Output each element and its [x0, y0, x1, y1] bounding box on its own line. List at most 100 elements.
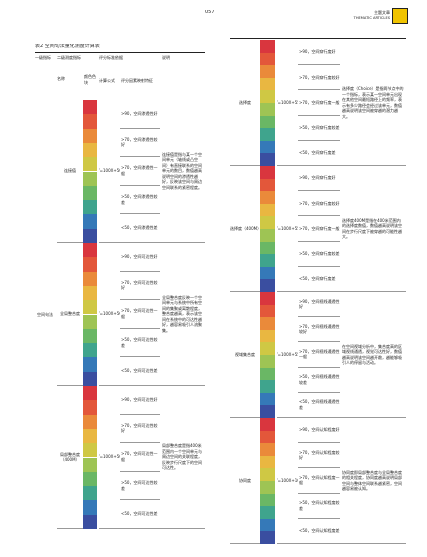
section-en: THEMATIC ARTICLES	[353, 16, 390, 20]
note: 选择度400M是指在400米范围内的选择度数值，数值越高说明该空间在步行尺度下被…	[340, 166, 406, 292]
feature: >70，空间可达性较好	[120, 272, 160, 301]
color-swatch	[83, 157, 97, 172]
color-swatch	[83, 414, 97, 429]
color-swatch	[260, 65, 275, 78]
feature: >70，空间认知程度一般	[298, 468, 340, 494]
row-name: 选择度	[230, 40, 260, 166]
section-cn: 主题文章	[374, 10, 390, 15]
color-swatch	[260, 191, 275, 204]
formula: Y=100X+10	[277, 418, 298, 544]
color-swatch	[260, 279, 275, 292]
header-cell: 二级测度指标	[57, 55, 81, 60]
color-swatch	[83, 185, 97, 201]
color-swatch	[83, 328, 97, 344]
note: 连接值是指与某一个空间单元（轴线或凸空间）有直接联系的空间单元的数目，数值越高说…	[160, 100, 205, 243]
note: 协同度即局部整合度与全局整合度的相关程度，协同度越高说明局部空间与整体空间联系越…	[340, 418, 406, 544]
color-swatch	[260, 304, 275, 318]
color-swatch	[83, 314, 97, 329]
header-cell: 一级指标	[35, 55, 51, 60]
color-swatch	[83, 257, 97, 272]
color-swatch	[260, 166, 275, 179]
row-name: 协同度	[230, 418, 260, 544]
color-swatch	[260, 317, 275, 330]
header-cell: 评分因素映射特征	[121, 78, 153, 83]
color-swatch	[83, 471, 97, 487]
feature: >50，空间穿行度较差	[298, 242, 340, 267]
color-swatch	[260, 115, 275, 129]
formula: Y=100X+56	[99, 243, 120, 386]
color-swatch	[260, 329, 275, 343]
color-swatch	[260, 77, 275, 91]
color-swatch	[260, 468, 275, 481]
color-swatch	[260, 266, 275, 280]
color-swatch	[83, 500, 97, 515]
header-cell: 计算公式	[99, 78, 115, 83]
feature: >70，空间认知程度较好	[298, 443, 340, 469]
feature: >70，空间视线通透性一般	[298, 342, 340, 368]
rule	[35, 52, 205, 53]
feature: >70，空间穿行度较好	[298, 65, 340, 91]
color-swatch	[83, 300, 97, 315]
color-swatch	[260, 355, 275, 368]
feature: >50，空间渗透性较差	[120, 186, 160, 215]
color-swatch	[83, 457, 97, 472]
row-name: 全局整合度	[57, 243, 83, 386]
feature: <50，空间渗透性差	[120, 214, 160, 243]
color-swatch	[260, 455, 275, 469]
color-swatch	[260, 443, 275, 456]
feature: >90，空间视线通透性好	[298, 292, 340, 318]
feature: >70，空间渗透性一般	[120, 157, 160, 186]
feature: >90，空间认知程度好	[298, 418, 340, 444]
color-swatch	[260, 342, 275, 355]
feature: >90，空间穿行度好	[298, 166, 340, 192]
color-swatch	[260, 128, 275, 141]
color-swatch	[83, 371, 97, 386]
feature: >50，空间可达性较差	[120, 329, 160, 358]
color-swatch	[260, 531, 275, 544]
color-swatch	[260, 216, 275, 229]
color-swatch	[260, 493, 275, 507]
note: 选择度（Choice）是指两节点中的一个指标，表示某一空间单元出现在其他空间最短…	[340, 40, 406, 166]
color-swatch	[83, 171, 97, 186]
color-swatch	[260, 103, 275, 116]
row-name: 视域集合度	[230, 292, 260, 418]
feature: <50，空间认知程度差	[298, 519, 340, 544]
feature: >90，空间可达性好	[120, 243, 160, 272]
color-swatch	[260, 481, 275, 494]
feature: >70，空间穿行度一般	[298, 90, 340, 116]
color-swatch	[83, 514, 97, 529]
note: 局部整合度是指400米范围内一个空间单元与周边空间的关联程度，反映步行尺度下的空…	[160, 386, 205, 529]
color-swatch	[260, 153, 275, 166]
color-swatch	[260, 418, 275, 431]
color-swatch	[260, 380, 275, 393]
color-swatch	[260, 254, 275, 267]
color-swatch	[260, 40, 275, 53]
formula: Y=100X+50	[99, 100, 120, 243]
feature: >70，空间穿行度一般	[298, 216, 340, 242]
color-swatch	[83, 443, 97, 458]
color-swatch	[260, 140, 275, 154]
formula: Y=100X+55	[277, 166, 298, 292]
page-number: 057	[205, 10, 215, 15]
color-swatch	[83, 386, 97, 401]
header-cell: 颜色色块	[84, 74, 96, 85]
feature: >90，空间穿行度好	[298, 40, 340, 66]
color-swatch	[260, 367, 275, 381]
feature: <50，空间可达性差	[120, 357, 160, 386]
note: 全局整合度反映一个空间单元与系统中所有空间的集聚或离散程度，整合度越高，表示该空…	[160, 243, 205, 386]
color-swatch	[260, 430, 275, 444]
color-swatch	[83, 200, 97, 215]
color-swatch	[260, 90, 275, 103]
feature: >70，空间可达性一般	[120, 443, 160, 472]
color-swatch	[83, 343, 97, 358]
color-swatch	[83, 400, 97, 415]
feature: >70，空间可达性较好	[120, 415, 160, 444]
color-swatch	[83, 271, 97, 286]
color-swatch	[260, 405, 275, 418]
header-cell: 名称	[57, 76, 65, 81]
color-swatch	[260, 52, 275, 66]
color-swatch	[83, 285, 97, 301]
feature: >70，空间可达性一般	[120, 300, 160, 329]
feature: >90，空间可达性好	[120, 386, 160, 415]
